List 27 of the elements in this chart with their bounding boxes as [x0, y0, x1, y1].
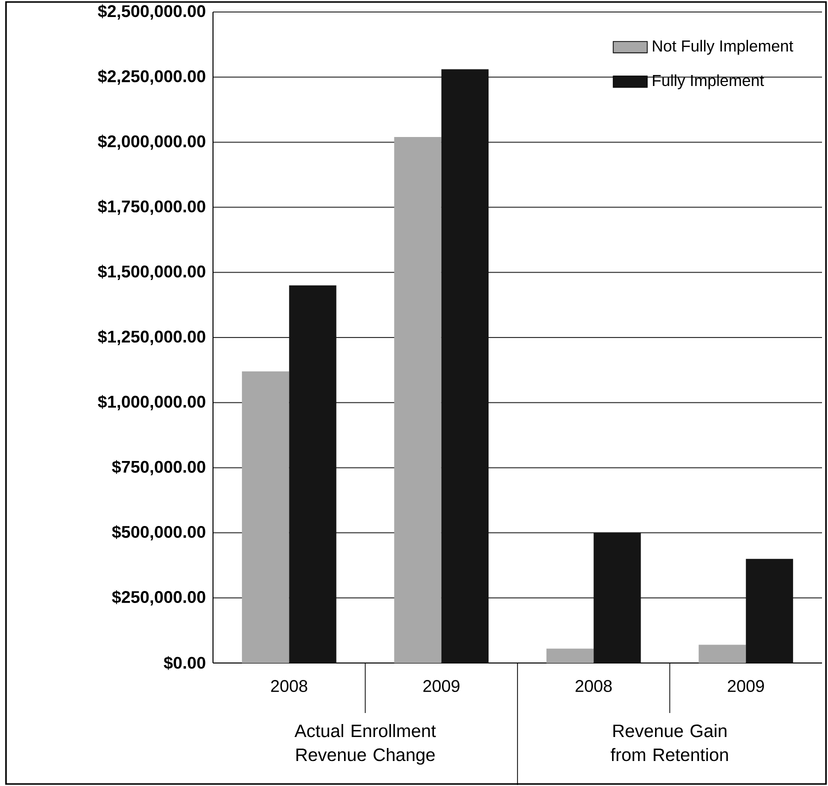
bar [394, 136, 442, 663]
x-tick-label: 2009 [423, 680, 460, 692]
text: Actual Enrollment Revenue Change [294, 724, 436, 765]
legend-label: Not Fully Implement [652, 40, 794, 55]
x-tick-label: 2008 [271, 680, 308, 692]
legend-label: Fully Implement [652, 74, 764, 90]
y-tick-label: $750,000.00 [112, 460, 206, 476]
bar [242, 371, 290, 663]
bar [746, 558, 794, 663]
y-tick-label: $1,750,000.00 [98, 200, 206, 215]
y-tick-label: $1,500,000.00 [98, 264, 206, 280]
y-tick-label: $2,000,000.00 [98, 134, 206, 150]
bar [441, 69, 489, 663]
y-tick-label: $2,500,000.00 [98, 4, 206, 20]
text: Revenue Gain from Retention [610, 724, 728, 762]
bar [698, 644, 746, 663]
y-tick-label: $2,250,000.00 [98, 70, 206, 85]
bar [289, 285, 336, 663]
bar [594, 532, 641, 663]
x-tick-label: 2009 [728, 680, 764, 692]
y-tick-label: $1,250,000.00 [98, 330, 206, 346]
y-tick-label: $0.00 [164, 656, 206, 670]
y-tick-label: $1,000,000.00 [98, 395, 206, 410]
y-tick-label: $250,000.00 [112, 590, 206, 606]
y-tick-label: $500,000.00 [112, 525, 206, 540]
bar [546, 648, 594, 663]
x-tick-label: 2008 [576, 680, 612, 692]
